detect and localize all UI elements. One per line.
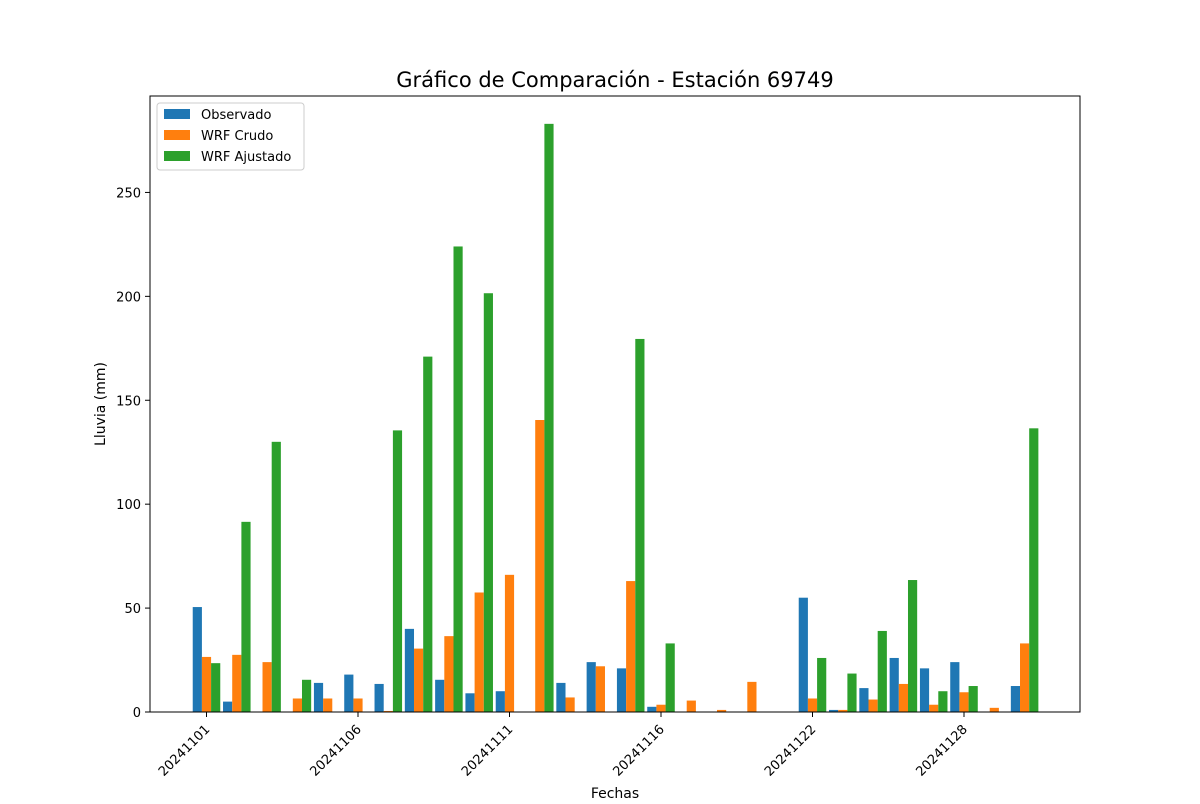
bar-wrf-ajustado [544,123,554,713]
bar-wrf-crudo [565,697,575,712]
bar-wrf-ajustado [301,679,312,712]
bar-wrf-ajustado [453,246,463,712]
bar-wrf-crudo [535,420,545,712]
bar-wrf-crudo [474,592,484,712]
x-tick-label: 20241128 [913,722,970,779]
bar-wrf-crudo [323,698,333,712]
legend: Observado WRF Crudo WRF Ajustado [156,102,305,171]
bar-wrf-ajustado [635,338,645,712]
y-tick-label: 150 [116,394,141,409]
x-axis-label: Fechas [591,786,639,800]
bar-wrf-ajustado [1029,428,1039,712]
bar-wrf-crudo [929,704,939,712]
bar-observado [586,662,596,712]
bar-wrf-crudo [232,654,242,712]
bar-wrf-ajustado [483,293,493,712]
bar-wrf-ajustado [938,691,948,712]
y-tick-label: 50 [124,602,141,617]
bar-wrf-crudo [201,656,212,712]
x-tick-label: 20241101 [156,722,213,779]
bar-wrf-crudo [626,581,636,712]
bar-wrf-crudo [656,704,666,712]
bar-observado [889,657,899,712]
legend-swatch [164,109,190,119]
x-tick-label: 20241122 [762,722,819,779]
bar-wrf-ajustado [817,657,827,712]
bar-wrf-crudo [595,666,605,712]
bar-observado [647,706,657,712]
x-tick-label: 20241106 [307,722,364,779]
bars-group [192,123,1039,713]
legend-swatch [164,130,190,140]
bar-wrf-crudo [262,662,272,712]
bar-wrf-crudo [444,636,454,712]
bar-observado [919,668,930,712]
bar-wrf-crudo [959,692,969,712]
legend-label: WRF Crudo [201,129,273,144]
bar-observado [859,688,869,712]
bar-wrf-ajustado [241,521,251,712]
legend-swatch [164,151,190,161]
bar-wrf-ajustado [271,441,281,712]
bar-wrf-ajustado [211,663,221,712]
bar-wrf-crudo [838,709,848,712]
bar-wrf-crudo [383,710,393,712]
plot-frame [149,95,1081,713]
bar-wrf-crudo [504,574,515,712]
bar-observado [1010,686,1021,712]
bar-wrf-crudo [898,683,908,712]
bar-wrf-ajustado [877,630,887,712]
bar-observado [404,628,415,712]
bar-wrf-crudo [717,709,727,712]
legend-label: WRF Ajustado [201,150,291,165]
bar-wrf-crudo [989,707,999,712]
bar-wrf-crudo [868,699,878,712]
bar-observado [556,682,566,712]
bar-wrf-ajustado [968,686,978,712]
y-tick-label: 250 [116,186,141,201]
bar-observado [465,693,475,712]
legend-box [156,102,305,171]
bar-wrf-crudo [686,700,696,712]
bar-observado [950,662,960,712]
bar-observado [798,597,808,712]
bar-observado [223,701,233,712]
bar-wrf-ajustado [423,356,433,712]
y-axis-label: Lluvia (mm) [93,362,109,446]
bar-observado [435,679,445,712]
y-tick-label: 0 [133,706,141,721]
bar-wrf-ajustado [907,580,918,712]
bar-wrf-ajustado [847,673,857,712]
bar-wrf-crudo [414,648,424,712]
bar-wrf-crudo [747,681,757,712]
bar-observado [344,674,354,712]
bar-observado [313,682,324,712]
x-tick-label: 20241116 [610,722,667,779]
bar-wrf-crudo [292,698,302,712]
bar-wrf-ajustado [665,643,675,712]
legend-label: Observado [201,108,272,123]
x-tick-label: 20241111 [459,722,516,779]
bar-observado [616,668,627,712]
bar-observado [192,607,202,712]
chart-title: Gráfico de Comparación - Estación 69749 [396,68,833,92]
y-tick-label: 100 [116,498,141,513]
bar-wrf-crudo [1020,643,1030,712]
bar-observado [374,683,384,712]
bar-wrf-crudo [807,698,818,712]
bar-wrf-ajustado [392,430,403,712]
bar-wrf-crudo [353,698,363,712]
x-axis: 20241101 20241106 20241111 20241116 20241122… [156,712,971,780]
bar-observado [829,709,839,712]
y-tick-label: 200 [116,290,141,305]
bar-observado [495,691,505,712]
y-axis: 0 50 100 150 200 250 [116,186,150,721]
